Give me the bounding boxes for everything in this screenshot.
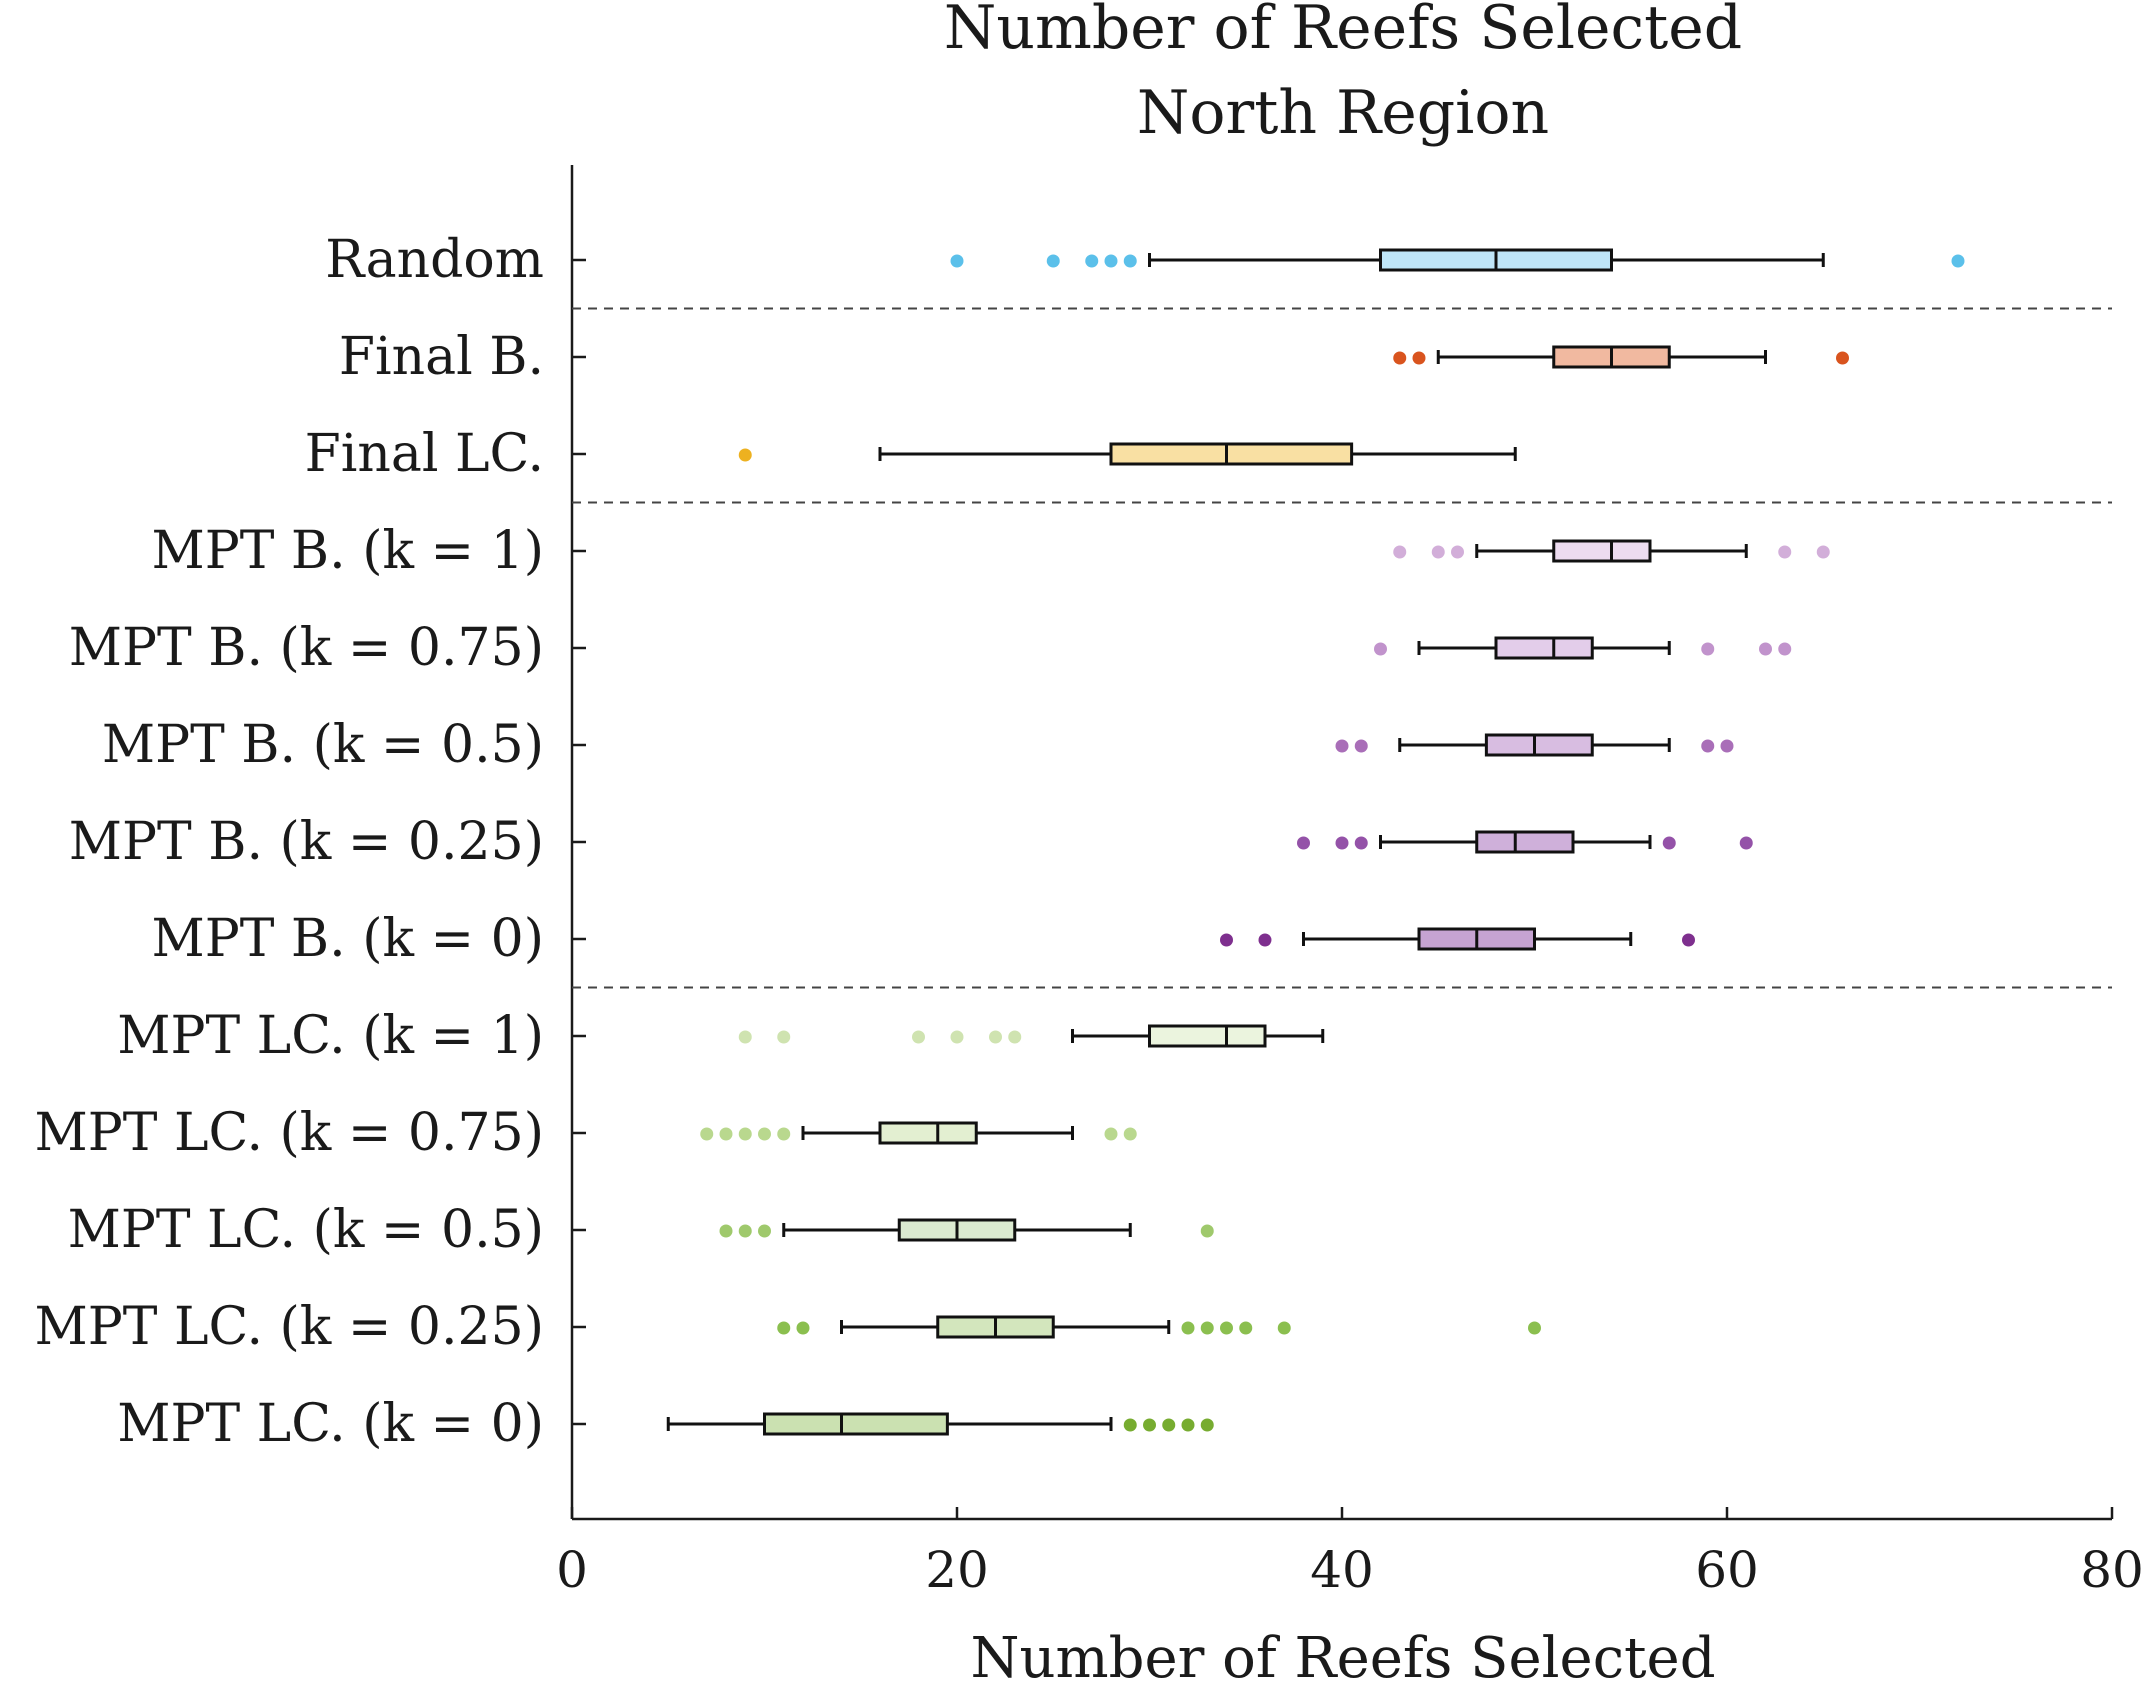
outlier-point [1720, 739, 1734, 753]
outlier-point [796, 1321, 810, 1335]
outlier-point [1104, 254, 1118, 268]
outlier-point [777, 1127, 791, 1141]
outlier-point [1836, 351, 1849, 365]
outlier-point [1123, 1418, 1137, 1432]
outlier-point [1431, 545, 1445, 559]
box [1484, 733, 1594, 757]
outlier-point [1354, 836, 1368, 850]
y-tick-label: Final LC. [305, 424, 544, 484]
box [1148, 1024, 1267, 1048]
chart-subtitle: North Region [1137, 78, 1549, 148]
y-tick-label: Final B. [339, 327, 544, 387]
x-axis-label: Number of Reefs Selected [970, 1626, 1715, 1683]
y-tick-label: MPT B. (k = 0.5) [102, 715, 544, 775]
y-tick-label: MPT B. (k = 0) [151, 909, 544, 969]
outlier-point [777, 1321, 791, 1335]
box [1109, 442, 1354, 466]
outlier-point [950, 1030, 964, 1044]
box [1494, 636, 1594, 660]
outlier-point [1181, 1418, 1195, 1432]
x-tick-label: 40 [1310, 1541, 1374, 1599]
outlier-point [950, 254, 964, 268]
outlier-point [1451, 545, 1464, 559]
outlier-point [1143, 1418, 1156, 1432]
outlier-point [1335, 739, 1349, 753]
y-tick-label: MPT LC. (k = 0) [117, 1394, 544, 1454]
box [1552, 539, 1652, 563]
outlier-point [1778, 642, 1792, 656]
outlier-point [1046, 254, 1060, 268]
outlier-point [738, 448, 752, 462]
y-tick-label: MPT B. (k = 0.75) [69, 618, 544, 678]
y-tick-label: MPT LC. (k = 0.75) [35, 1103, 544, 1163]
outlier-point [1085, 254, 1099, 268]
outlier-point [1277, 1321, 1291, 1335]
outlier-point [738, 1127, 752, 1141]
outlier-point [738, 1030, 752, 1044]
x-tick-label: 60 [1695, 1541, 1759, 1599]
outlier-point [1701, 642, 1715, 656]
outlier-point [1354, 739, 1368, 753]
x-tick-label: 80 [2080, 1541, 2142, 1599]
outlier-point [738, 1224, 752, 1238]
outlier-point [1220, 933, 1233, 947]
outlier-point [1816, 545, 1830, 559]
outlier-point [1662, 836, 1676, 850]
box [1475, 830, 1575, 854]
outlier-point [1258, 933, 1272, 947]
outlier-point [1181, 1321, 1195, 1335]
outlier-point [1739, 836, 1753, 850]
outlier-point [1701, 739, 1715, 753]
outlier-point [719, 1127, 733, 1141]
y-tick-label: MPT B. (k = 0.25) [69, 812, 544, 872]
outlier-point [1759, 642, 1772, 656]
box [878, 1121, 978, 1145]
outlier-point [912, 1030, 925, 1044]
outlier-point [1374, 642, 1387, 656]
outlier-point [1200, 1321, 1214, 1335]
x-tick-label: 0 [556, 1541, 588, 1599]
y-tick-label: MPT LC. (k = 1) [117, 1006, 544, 1066]
outlier-point [1778, 545, 1792, 559]
outlier-point [1528, 1321, 1541, 1335]
outlier-point [1682, 933, 1695, 947]
plot-area: 0 20 40 60 80 Random Final B. Final LC. MPT B. (… [35, 165, 2142, 1599]
outlier-point [700, 1127, 714, 1141]
outlier-point [1335, 836, 1349, 850]
outlier-point [1123, 254, 1137, 268]
outlier-point [1220, 1321, 1233, 1335]
outlier-point [1104, 1127, 1118, 1141]
outlier-point [1297, 836, 1310, 850]
outlier-point [1239, 1321, 1253, 1335]
outlier-point [1200, 1224, 1214, 1238]
outlier-point [758, 1127, 771, 1141]
outlier-point [1393, 351, 1407, 365]
box [763, 1412, 949, 1436]
outlier-point [719, 1224, 733, 1238]
outlier-point [989, 1030, 1002, 1044]
y-tick-label: MPT LC. (k = 0.25) [35, 1297, 544, 1357]
y-tick-label: MPT B. (k = 1) [151, 521, 544, 581]
outlier-point [1951, 254, 1965, 268]
outlier-point [1008, 1030, 1022, 1044]
x-tick-label: 20 [925, 1541, 989, 1599]
outlier-point [1412, 351, 1426, 365]
outlier-point [1393, 545, 1407, 559]
y-tick-label: MPT LC. (k = 0.5) [68, 1200, 544, 1260]
outlier-point [777, 1030, 791, 1044]
y-tick-label: Random [325, 230, 544, 290]
chart-title: Number of Reefs Selected [944, 0, 1742, 63]
outlier-point [758, 1224, 771, 1238]
outlier-point [1200, 1418, 1214, 1432]
outlier-point [1162, 1418, 1176, 1432]
outlier-point [1123, 1127, 1137, 1141]
